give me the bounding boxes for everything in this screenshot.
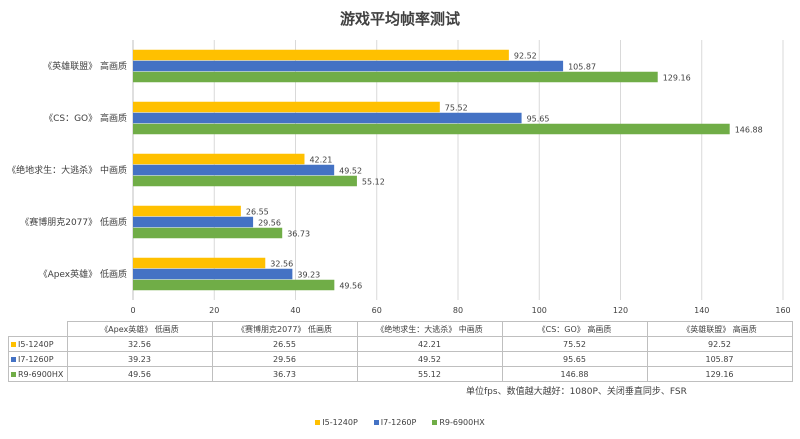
x-tick-label: 80 (453, 306, 463, 315)
table-cell: 42.21 (356, 336, 503, 352)
table-column-header: 《CS：GO》 高画质 (501, 321, 648, 337)
table-column-header: 《Apex英雄》 低画质 (66, 321, 213, 337)
data-label: 42.21 (309, 155, 332, 164)
table-cell: 105.87 (646, 351, 793, 367)
table-cell: 39.23 (66, 351, 213, 367)
table-cell: 95.65 (501, 351, 648, 367)
table-cell: 129.16 (646, 366, 793, 382)
legend-item: R9-6900HX (432, 418, 485, 427)
data-label: 32.56 (270, 259, 293, 268)
bar (133, 268, 293, 280)
bar (133, 112, 522, 124)
legend-key-swatch (11, 356, 16, 362)
bar (133, 164, 335, 176)
legend-swatch (373, 420, 379, 425)
legend-swatch (315, 420, 321, 425)
category-label: 《Apex英雄》 低画质 (39, 268, 127, 280)
table-column-header: 《英雄联盟》 高画质 (646, 321, 793, 337)
chart-title: 游戏平均帧率测试 (339, 10, 460, 28)
table-cell: 49.52 (356, 351, 503, 367)
legend: I5-1240P I7-1260P R9-6900HX (0, 418, 800, 427)
table-cell: 49.56 (66, 366, 213, 382)
series-name: I7-1260P (18, 354, 54, 364)
category-label: 《绝地求生：大逃杀》 中画质 (7, 164, 127, 176)
table-corner (9, 322, 68, 337)
legend-item: I5-1240P (315, 418, 358, 427)
series-name: I5-1240P (18, 339, 54, 349)
data-label: 39.23 (297, 270, 320, 279)
bar (133, 216, 254, 228)
x-tick-label: 120 (613, 306, 628, 315)
data-label: 55.12 (362, 177, 385, 186)
table-cell: 92.52 (646, 336, 793, 352)
bar-chart-plot: 0 20 40 60 80 100 120 140 160 《英雄联盟》 高画质 92.52 105.… (7, 40, 791, 315)
legend-label: I5-1240P (322, 418, 358, 427)
legend-label: R9-6900HX (439, 418, 485, 427)
x-tick-label: 160 (775, 306, 790, 315)
data-label: 36.73 (287, 229, 310, 238)
x-tick-label: 140 (694, 306, 709, 315)
table-cell: 55.12 (356, 366, 503, 382)
category-label: 《赛博朋克2077》 低画质 (20, 216, 127, 228)
bar (133, 153, 305, 165)
series-name: R9-6900HX (18, 369, 64, 379)
category-label: 《CS：GO》 高画质 (44, 112, 127, 124)
x-tick-label: 40 (290, 306, 300, 315)
legend-key-swatch (11, 341, 16, 347)
data-table: 《Apex英雄》 低画质 《赛博朋克2077》 低画质 《绝地求生：大逃杀》 中画质… (8, 321, 793, 382)
table-cell: 32.56 (66, 336, 213, 352)
data-label: 29.56 (258, 218, 281, 227)
bar (133, 60, 564, 72)
x-tick-label: 0 (130, 306, 135, 315)
legend-item: I7-1260P (373, 418, 417, 427)
chart-note: 单位fps、数值越大越好：1080P、关闭垂直同步、FSR (466, 387, 687, 397)
bar (133, 101, 440, 113)
bar (133, 175, 357, 187)
data-label: 95.65 (527, 114, 550, 123)
table-row: I5-1240P 32.56 26.55 42.21 75.52 92.52 (8, 336, 793, 352)
bar (133, 279, 335, 291)
x-tick-label: 20 (209, 306, 219, 315)
data-label: 129.16 (663, 73, 691, 82)
table-cell: 146.88 (501, 366, 648, 382)
table-column-header: 《绝地求生：大逃杀》 中画质 (356, 321, 503, 337)
table-row: R9-6900HX 49.56 36.73 55.12 146.88 129.16 (8, 366, 793, 382)
table-row-header: I7-1260P (8, 351, 68, 367)
bar (133, 227, 283, 239)
legend-key-swatch (11, 371, 16, 377)
data-label: 26.55 (246, 207, 269, 216)
table-cell: 36.73 (211, 366, 358, 382)
legend-swatch (432, 420, 438, 425)
data-label: 92.52 (514, 51, 537, 60)
bar (133, 49, 509, 61)
bar (133, 205, 241, 217)
bar (133, 257, 266, 269)
table-row-header: I5-1240P (8, 336, 68, 352)
table-row: I7-1260P 39.23 29.56 49.52 95.65 105.87 (8, 351, 793, 367)
category-label: 《英雄联盟》 高画质 (43, 60, 127, 72)
table-column-header: 《赛博朋克2077》 低画质 (211, 321, 358, 337)
bar (133, 71, 658, 83)
data-label: 105.87 (568, 62, 596, 71)
data-label: 75.52 (445, 103, 468, 112)
table-header-row: 《Apex英雄》 低画质 《赛博朋克2077》 低画质 《绝地求生：大逃杀》 中画质… (9, 321, 793, 337)
table-row-header: R9-6900HX (8, 366, 68, 382)
table-cell: 75.52 (501, 336, 648, 352)
bar (133, 123, 730, 135)
data-label: 146.88 (735, 125, 763, 134)
data-label: 49.56 (339, 281, 362, 290)
x-tick-label: 100 (532, 306, 547, 315)
table-cell: 29.56 (211, 351, 358, 367)
legend-label: I7-1260P (380, 418, 417, 427)
table-cell: 26.55 (211, 336, 358, 352)
data-label: 49.52 (339, 166, 362, 175)
x-tick-label: 60 (372, 306, 382, 315)
